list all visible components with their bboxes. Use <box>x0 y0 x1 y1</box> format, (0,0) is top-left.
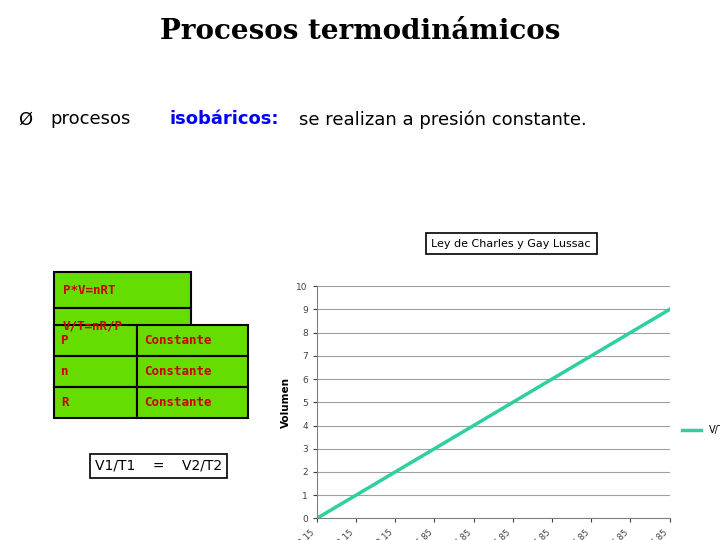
Text: V v/s T: V v/s T <box>467 285 534 303</box>
Text: n: n <box>61 365 68 378</box>
FancyBboxPatch shape <box>137 356 248 387</box>
V/T <box>391 469 400 475</box>
Legend: V/T: V/T <box>678 421 720 439</box>
Text: isobáricos:: isobáricos: <box>169 111 279 129</box>
Text: Constante: Constante <box>144 396 212 409</box>
V/T <box>508 399 517 406</box>
Text: P*V=nRT: P*V=nRT <box>63 284 115 297</box>
FancyBboxPatch shape <box>54 325 137 356</box>
Text: V1/T1    =    V2/T2: V1/T1 = V2/T2 <box>95 459 222 473</box>
FancyBboxPatch shape <box>54 308 191 344</box>
FancyBboxPatch shape <box>54 272 191 308</box>
V/T <box>469 422 478 429</box>
FancyBboxPatch shape <box>54 387 137 418</box>
V/T <box>665 306 674 313</box>
V/T <box>548 376 557 382</box>
FancyBboxPatch shape <box>54 356 137 387</box>
Text: procesos: procesos <box>50 111 131 129</box>
Text: Constante: Constante <box>144 365 212 378</box>
FancyBboxPatch shape <box>137 325 248 356</box>
V/T <box>351 492 360 498</box>
Text: Ø: Ø <box>18 111 32 129</box>
Text: se realizan a presión constante.: se realizan a presión constante. <box>299 110 587 129</box>
Text: V/T=nR/P: V/T=nR/P <box>63 320 122 333</box>
V/T <box>587 353 595 359</box>
Text: R: R <box>61 396 68 409</box>
V/T <box>626 329 635 336</box>
Text: Ley de Charles y Gay Lussac: Ley de Charles y Gay Lussac <box>431 239 591 249</box>
V/T <box>430 446 438 452</box>
Line: V/T: V/T <box>317 309 670 518</box>
Text: P: P <box>61 334 68 347</box>
Text: Procesos termodinámicos: Procesos termodinámicos <box>160 17 560 45</box>
Y-axis label: Volumen: Volumen <box>281 377 291 428</box>
V/T <box>312 515 321 522</box>
FancyBboxPatch shape <box>137 387 248 418</box>
Text: Constante: Constante <box>144 334 212 347</box>
